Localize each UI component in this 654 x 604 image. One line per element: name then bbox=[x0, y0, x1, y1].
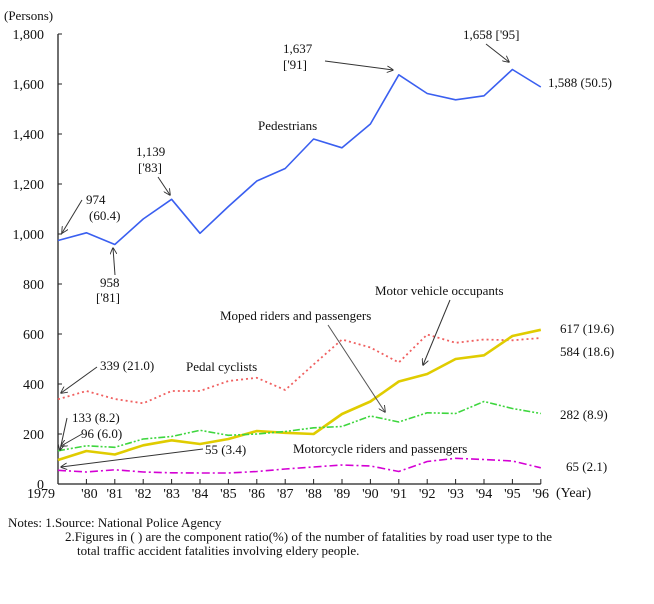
annotations: (Persons) (Year) Pedestrians 1,588 (50.5… bbox=[4, 8, 614, 501]
arrow-1995 bbox=[485, 43, 509, 62]
end-label-motorcycle: 65 (2.1) bbox=[566, 459, 607, 474]
x-tick-label: '96 bbox=[533, 487, 550, 502]
series-lines bbox=[57, 68, 542, 474]
arrow-1979-motorcycle bbox=[61, 448, 204, 467]
annotation-1983-year: ['83] bbox=[138, 160, 162, 175]
y-tick-label: 1,200 bbox=[13, 178, 45, 193]
x-tick-label: '95 bbox=[504, 487, 521, 502]
x-tick-label: '80 bbox=[81, 487, 98, 502]
end-label-motor-vehicle: 617 (19.6) bbox=[560, 321, 614, 336]
series-line-pedestrians bbox=[57, 68, 542, 246]
x-tick-label: '86 bbox=[249, 487, 266, 502]
start-label-pedestrians: 974 bbox=[86, 192, 106, 207]
axes: 0 200 400 600 800 1,000 1,200 1,400 1,600 1,800 19… bbox=[13, 28, 550, 502]
start-label-motor-vehicle: 96 (6.0) bbox=[81, 426, 122, 441]
arrow-1991 bbox=[324, 60, 393, 70]
annotation-1991-value: 1,637 bbox=[283, 41, 313, 56]
series-line-motorcycle-riders-and-passengers bbox=[57, 457, 541, 474]
x-axis-label: (Year) bbox=[556, 486, 591, 501]
x-tick-label: '84 bbox=[192, 487, 209, 502]
note-ratio: 2.Figures in ( ) are the component ratio… bbox=[65, 529, 552, 544]
y-tick-label: 1,800 bbox=[13, 28, 45, 43]
line-chart: 0 200 400 600 800 1,000 1,200 1,400 1,600 1,800 19… bbox=[4, 8, 614, 502]
x-tick-label: '83 bbox=[163, 487, 180, 502]
series-line-pedal-cyclists bbox=[57, 333, 541, 405]
arrow-motor-vehicle bbox=[423, 299, 451, 365]
y-axis-label: (Persons) bbox=[4, 8, 53, 23]
arrow-1979-pedal-cyclists bbox=[61, 366, 98, 393]
arrow-1979-moped bbox=[60, 417, 68, 450]
y-tick-label: 600 bbox=[23, 328, 44, 343]
y-tick-label: 800 bbox=[23, 278, 44, 293]
end-label-pedestrians: 1,588 (50.5) bbox=[548, 75, 612, 90]
x-tick-label: '81 bbox=[107, 487, 124, 502]
arrow-1981 bbox=[113, 248, 115, 276]
note-ratio-cont: total traffic accident fatalities involv… bbox=[77, 543, 360, 558]
end-label-moped: 282 (8.9) bbox=[560, 407, 608, 422]
series-label-motor-vehicle: Motor vehicle occupants bbox=[375, 283, 504, 298]
x-tick-label: 1979 bbox=[27, 487, 55, 502]
series-label-pedestrians: Pedestrians bbox=[258, 118, 317, 133]
series-label-moped: Moped riders and passengers bbox=[220, 308, 371, 323]
annotation-1981-year: ['81] bbox=[96, 290, 120, 305]
series-label-pedal-cyclists: Pedal cyclists bbox=[186, 359, 257, 374]
x-tick-label: '90 bbox=[362, 487, 379, 502]
y-tick-label: 1,400 bbox=[13, 128, 45, 143]
y-tick-label: 0 bbox=[37, 478, 44, 493]
x-tick-label: '88 bbox=[305, 487, 322, 502]
x-tick-label: '82 bbox=[135, 487, 152, 502]
start-label-motorcycle: 55 (3.4) bbox=[205, 442, 246, 457]
note-source: Notes: 1.Source: National Police Agency bbox=[8, 515, 222, 530]
arrow-1979-pedestrians bbox=[62, 199, 83, 233]
chart-notes: Notes: 1.Source: National Police Agency … bbox=[8, 516, 552, 558]
y-tick-label: 200 bbox=[23, 428, 44, 443]
series-label-motorcycle: Motorcycle riders and passengers bbox=[293, 441, 467, 456]
x-tick-label: '91 bbox=[391, 487, 408, 502]
start-label-pedal-cyclists: 339 (21.0) bbox=[100, 358, 154, 373]
x-tick-label: '92 bbox=[419, 487, 436, 502]
x-tick-label: '89 bbox=[334, 487, 351, 502]
annotation-1991-year: ['91] bbox=[283, 57, 307, 72]
y-tick-label: 1,600 bbox=[13, 78, 45, 93]
x-tick-label: '85 bbox=[220, 487, 237, 502]
annotation-1995: 1,658 ['95] bbox=[463, 27, 520, 42]
start-label-moped: 133 (8.2) bbox=[72, 410, 120, 425]
start-ratio-pedestrians: (60.4) bbox=[89, 208, 120, 223]
y-tick-label: 400 bbox=[23, 378, 44, 393]
series-line-moped-riders-and-passengers bbox=[57, 400, 541, 452]
x-tick-label: '93 bbox=[447, 487, 464, 502]
x-tick-label: '94 bbox=[476, 487, 493, 502]
x-tick-label: '87 bbox=[277, 487, 294, 502]
arrow-1983 bbox=[157, 176, 170, 195]
y-tick-label: 1,000 bbox=[13, 228, 45, 243]
annotation-1981-value: 958 bbox=[100, 275, 120, 290]
annotation-1983-value: 1,139 bbox=[136, 144, 165, 159]
series-line-motor-vehicle-occupants bbox=[57, 328, 542, 462]
arrow-moped bbox=[327, 324, 385, 412]
arrow-1979-motor-vehicle bbox=[61, 433, 83, 446]
end-label-pedal-cyclists: 584 (18.6) bbox=[560, 344, 614, 359]
